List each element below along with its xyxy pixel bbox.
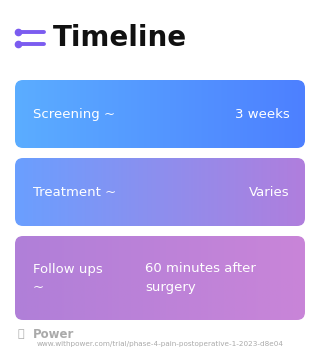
Text: 3 weeks: 3 weeks <box>235 108 290 120</box>
Text: ~: ~ <box>33 280 44 294</box>
Text: Timeline: Timeline <box>53 24 187 52</box>
Text: Screening ~: Screening ~ <box>33 108 115 120</box>
Text: 60 minutes after: 60 minutes after <box>145 262 256 276</box>
Text: Power: Power <box>33 328 74 340</box>
Text: Varies: Varies <box>249 186 290 198</box>
Text: Treatment ~: Treatment ~ <box>33 186 116 198</box>
Text: Follow ups: Follow ups <box>33 262 103 276</box>
Text: surgery: surgery <box>145 280 196 294</box>
Text: www.withpower.com/trial/phase-4-pain-postoperative-1-2023-d8e04: www.withpower.com/trial/phase-4-pain-pos… <box>36 341 284 347</box>
Text: ⏻: ⏻ <box>18 329 25 339</box>
